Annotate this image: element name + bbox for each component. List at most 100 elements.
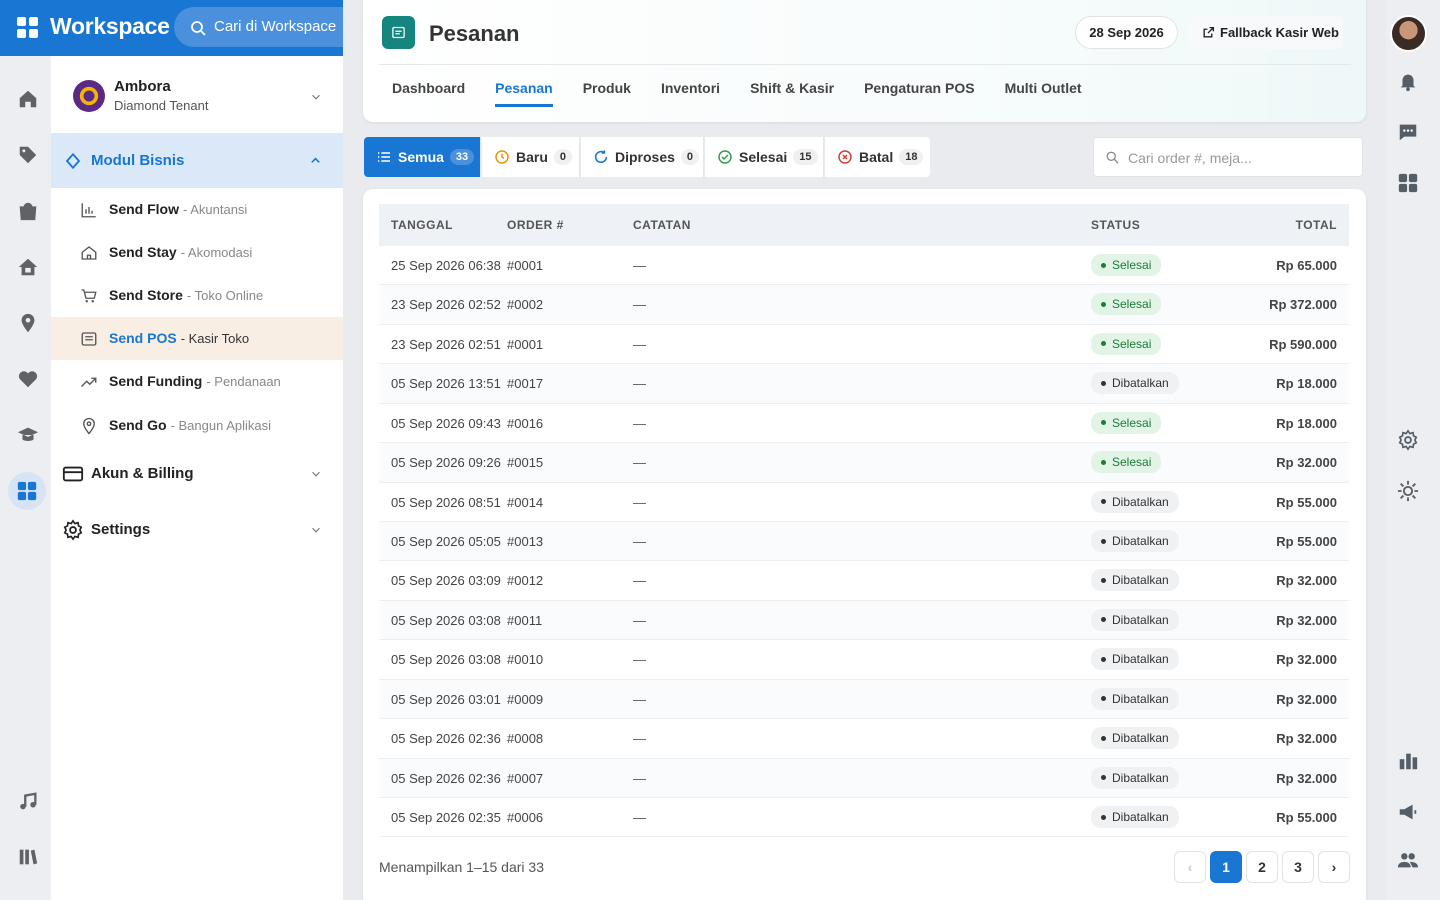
cell-order: #0015 <box>507 455 544 471</box>
right-rail-icon[interactable] <box>1397 849 1419 876</box>
cell-status: Dibatalkan <box>1091 372 1179 395</box>
cell-date: 05 Sep 2026 03:08 <box>391 612 501 628</box>
rail-icon[interactable] <box>17 424 39 451</box>
table-row[interactable]: 05 Sep 2026 02:36 #0008 — Dibatalkan Rp 32.0… <box>379 719 1349 759</box>
page-button[interactable]: › <box>1318 851 1350 883</box>
cell-total: Rp 55.000 <box>1276 534 1337 549</box>
cell-date: 05 Sep 2026 09:43 <box>391 415 501 431</box>
cell-note: — <box>633 336 646 352</box>
rail-icon[interactable] <box>17 144 39 171</box>
nav-tab[interactable]: Pesanan <box>495 80 553 107</box>
rail-icon[interactable] <box>17 256 39 283</box>
menu-item[interactable]: Send Flow - Akuntansi <box>51 188 343 231</box>
table-row[interactable]: 05 Sep 2026 03:08 #0011 — Dibatalkan Rp 32.0… <box>379 600 1349 641</box>
right-rail-icon[interactable] <box>1397 121 1419 148</box>
menu-item[interactable]: Send POS - Kasir Toko <box>51 317 343 360</box>
user-avatar[interactable] <box>1390 15 1427 52</box>
table-row[interactable]: 05 Sep 2026 09:43 #0016 — Selesai Rp 18.000 <box>379 404 1349 444</box>
table-row[interactable]: 05 Sep 2026 05:05 #0013 — Dibatalkan Rp 55.0… <box>379 522 1349 562</box>
cell-total: Rp 32.000 <box>1276 455 1337 471</box>
nav-tab[interactable]: Pengaturan POS <box>864 80 975 96</box>
rail-icon[interactable] <box>17 88 39 115</box>
rail-active[interactable] <box>8 472 46 510</box>
tabs: Dashboard Pesanan Produk Inventori Shift & K… <box>392 80 1082 107</box>
filter-tab[interactable]: Semua 33 <box>364 137 481 177</box>
nav-tab[interactable]: Shift & Kasir <box>750 80 835 96</box>
filter-label: Selesai <box>739 149 788 165</box>
table-row[interactable]: 25 Sep 2026 06:38 #0001 — Selesai Rp 65.000 <box>379 246 1349 286</box>
menu-item-name: Send POS <box>109 330 177 346</box>
page-button[interactable]: 3 <box>1282 851 1314 883</box>
table-row[interactable]: 05 Sep 2026 03:01 #0009 — Dibatalkan Rp 32.0… <box>379 679 1349 720</box>
order-search[interactable]: Cari order #, meja... <box>1093 137 1363 177</box>
filter-tab[interactable]: Diproses 0 <box>581 137 704 177</box>
rail-icon[interactable] <box>17 368 39 395</box>
cell-note: — <box>633 770 646 786</box>
page-title: Pesanan <box>429 21 520 46</box>
brand-icon <box>17 17 38 38</box>
filter-label: Semua <box>398 149 444 165</box>
menu-item[interactable]: Send Store - Toko Online <box>51 274 343 317</box>
menu-item-icon <box>80 287 98 310</box>
menu-item-desc: - Pendanaan <box>206 374 281 389</box>
menu-group[interactable]: Modul Bisnis <box>51 133 343 188</box>
menu-item-text: Send Stay - Akomodasi <box>109 244 252 262</box>
right-rail-icon[interactable] <box>1397 750 1419 777</box>
cell-date: 23 Sep 2026 02:51 <box>391 336 501 352</box>
table-row[interactable]: 05 Sep 2026 03:09 #0012 — Dibatalkan Rp 32.0… <box>379 561 1349 601</box>
filter-tab[interactable]: Batal 18 <box>825 137 930 177</box>
filter-tab[interactable]: Selesai 15 <box>705 137 824 177</box>
header-divider <box>379 64 1351 65</box>
nav-tab[interactable]: Inventori <box>660 80 721 96</box>
right-rail-icon[interactable] <box>1397 480 1419 507</box>
nav-tab[interactable]: Multi Outlet <box>1004 80 1082 96</box>
menu-item[interactable]: Send Go - Bangun Aplikasi <box>51 404 343 447</box>
menu-item[interactable]: Send Stay - Akomodasi <box>51 231 343 274</box>
right-rail-icon[interactable] <box>1397 801 1419 828</box>
rail-icon[interactable] <box>17 312 39 339</box>
menu-item[interactable]: Send Funding - Pendanaan <box>51 360 343 403</box>
cell-date: 05 Sep 2026 05:05 <box>391 534 501 549</box>
menu-item-name: Send Stay <box>109 244 177 260</box>
table-row[interactable]: 23 Sep 2026 02:52 #0002 — Selesai Rp 372.000 <box>379 285 1349 325</box>
chevron[interactable] <box>309 90 323 109</box>
nav-tab[interactable]: Dashboard <box>392 80 466 96</box>
cell-status: Dibatalkan <box>1091 648 1179 671</box>
cell-status: Dibatalkan <box>1091 766 1179 789</box>
page-button[interactable]: ‹ <box>1174 851 1206 883</box>
rail-icon[interactable] <box>17 846 39 873</box>
rail-icon[interactable] <box>17 200 39 227</box>
cell-total: Rp 18.000 <box>1276 415 1337 431</box>
pagination-summary: Menampilkan 1–15 dari 33 <box>379 859 544 875</box>
right-rail-icon[interactable] <box>1397 70 1419 97</box>
menu-section[interactable]: Settings <box>51 510 343 550</box>
table-row[interactable]: 05 Sep 2026 08:51 #0014 — Dibatalkan Rp 55.0… <box>379 483 1349 522</box>
menu-section[interactable]: Akun & Billing <box>51 454 343 494</box>
page-button[interactable]: 2 <box>1246 851 1278 883</box>
page-button[interactable]: 1 <box>1210 851 1242 883</box>
date-pill[interactable]: 28 Sep 2026 <box>1075 16 1178 49</box>
nav-tab[interactable]: Produk <box>582 80 631 96</box>
menu-item-text: Send Store - Toko Online <box>109 287 263 305</box>
table-row[interactable]: 05 Sep 2026 02:35 #0006 — Dibatalkan Rp 55.0… <box>379 798 1349 838</box>
fallback-button[interactable]: Fallback Kasir Web <box>1188 16 1343 49</box>
table-row[interactable]: 23 Sep 2026 02:51 #0001 — Selesai Rp 590.000 <box>379 325 1349 365</box>
table-row[interactable]: 05 Sep 2026 03:08 #0010 — Dibatalkan Rp 32.0… <box>379 640 1349 680</box>
filter-tab[interactable]: Baru 0 <box>482 137 580 177</box>
right-rail-icon[interactable] <box>1397 172 1419 199</box>
brand: Workspace <box>50 13 170 39</box>
cell-note: — <box>633 415 646 431</box>
cell-status: Dibatalkan <box>1091 569 1179 592</box>
menu-item-name: Send Store <box>109 287 183 303</box>
right-rail-icon[interactable] <box>1397 429 1419 456</box>
filter-icon <box>593 149 609 165</box>
rail-icon[interactable] <box>17 791 39 818</box>
external-icon <box>1202 26 1215 44</box>
cell-order: #0013 <box>507 534 544 549</box>
table-row[interactable]: 05 Sep 2026 09:26 #0015 — Selesai Rp 32.000 <box>379 443 1349 483</box>
table-row[interactable]: 05 Sep 2026 02:36 #0007 — Dibatalkan Rp 32.0… <box>379 758 1349 798</box>
filter-icon <box>494 149 510 165</box>
table-header: TANGGAL ORDER # CATATAN STATUS TOTAL <box>379 204 1349 246</box>
table-card: TANGGAL ORDER # CATATAN STATUS TOTAL 25 Sep 2… <box>363 189 1366 900</box>
table-row[interactable]: 05 Sep 2026 13:51 #0017 — Dibatalkan Rp 18.0… <box>379 364 1349 404</box>
